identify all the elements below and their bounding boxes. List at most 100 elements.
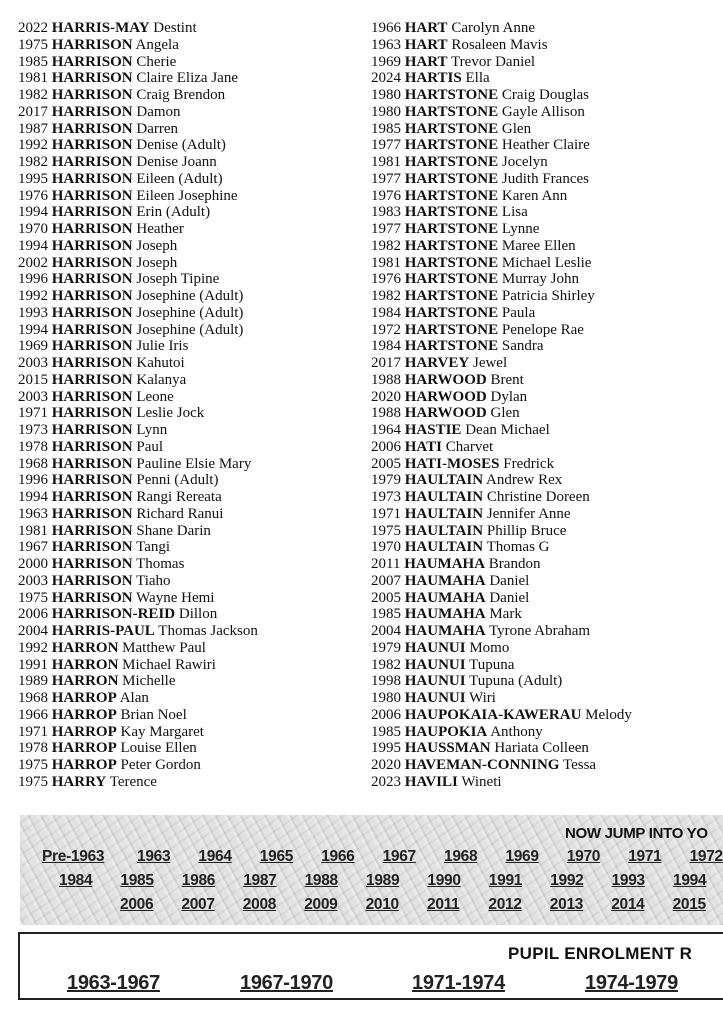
given-names: Jennifer Anne: [486, 505, 571, 522]
surname: HAUMAHA: [404, 606, 486, 623]
name-entry: 1994 HARRISON Erin (Adult): [18, 204, 258, 221]
year-link[interactable]: 2014: [611, 896, 645, 913]
surname: HARRISON: [51, 589, 133, 606]
year-link[interactable]: 1964: [198, 848, 232, 865]
name-entry: 1996 HARRISON Joseph Tipine: [18, 271, 258, 288]
year-link[interactable]: 1989: [366, 872, 400, 889]
given-names: Ella: [465, 70, 490, 87]
year-link[interactable]: 1985: [120, 872, 154, 889]
given-names: Michael Leslie: [501, 254, 592, 271]
year-link[interactable]: 2006: [120, 896, 154, 913]
surname: HAUMAHA: [404, 623, 486, 639]
name-entry: 2002 HARRISON Joseph: [18, 255, 258, 272]
year-link[interactable]: 1991: [488, 872, 523, 889]
year-link[interactable]: 1992: [550, 872, 584, 889]
given-names: Momo: [469, 639, 510, 656]
year-link[interactable]: 1965: [259, 848, 294, 865]
year-link[interactable]: 2012: [488, 896, 522, 913]
given-names: Christine Doreen: [486, 489, 590, 505]
enrol-year: 1983: [371, 204, 401, 221]
year-link[interactable]: 2015: [672, 896, 707, 913]
surname: HARRISON: [51, 271, 133, 288]
enrol-year: 1993: [18, 304, 48, 321]
year-link[interactable]: 1971: [628, 848, 662, 865]
enrol-year: 1987: [18, 120, 48, 137]
surname: HARRIS-MAY: [51, 20, 150, 36]
year-link[interactable]: 2011: [427, 896, 460, 913]
given-names: Jewel: [472, 355, 508, 371]
year-link[interactable]: 2009: [304, 896, 338, 913]
given-names: Alan: [119, 690, 149, 706]
year-link[interactable]: 2013: [549, 896, 584, 913]
name-entry: 2015 HARRISON Kalanya: [18, 372, 258, 389]
period-link[interactable]: 1971-1974: [412, 972, 505, 994]
name-entry: 2003 HARRISON Kahutoi: [18, 355, 258, 372]
year-link[interactable]: 1990: [427, 872, 461, 889]
given-names: Heather Claire: [501, 137, 590, 154]
year-link[interactable]: 1968: [444, 848, 478, 865]
given-names: Michelle: [122, 673, 176, 690]
given-names: Rangi Rereata: [136, 489, 222, 505]
surname: HARTSTONE: [404, 338, 499, 355]
year-link[interactable]: 1984: [59, 872, 93, 889]
enrol-year: 2022: [18, 20, 48, 36]
year-link[interactable]: 1988: [304, 872, 339, 889]
surname: HARTSTONE: [404, 237, 499, 254]
surname: HARWOOD: [404, 371, 487, 388]
enrol-year: 1995: [18, 170, 48, 187]
given-names: Thomas G: [486, 539, 550, 556]
surname: HARRISON: [51, 572, 133, 589]
year-link[interactable]: 1986: [181, 872, 216, 889]
name-entry: 1975 HARRY Terence: [18, 774, 258, 791]
year-link[interactable]: 1970: [566, 848, 601, 865]
year-link[interactable]: 1994: [673, 872, 707, 889]
enrol-year: 1978: [18, 740, 48, 757]
enrol-year: 1963: [18, 505, 48, 522]
period-link[interactable]: 1967-1970: [240, 972, 333, 994]
enrol-year: 2020: [371, 757, 401, 773]
surname: HARVEY: [404, 355, 470, 371]
given-names: Thomas Jackson: [158, 623, 258, 639]
enrol-year: 2004: [18, 623, 48, 639]
period-link[interactable]: 1963-1967: [67, 972, 160, 994]
name-entry: 1985 HAUPOKIA Anthony: [371, 724, 632, 741]
surname: HARROP: [51, 740, 117, 757]
name-entry: 1976 HARRISON Eileen Josephine: [18, 188, 258, 205]
enrol-year: 1969: [18, 338, 48, 355]
year-link[interactable]: 1966: [321, 848, 355, 865]
surname: HARRISON: [51, 321, 133, 338]
year-link[interactable]: 2008: [242, 896, 277, 913]
enrol-year: 2011: [371, 556, 401, 572]
surname: HAUMAHA: [404, 556, 486, 572]
name-entry: 1975 HARRISON Wayne Hemi: [18, 590, 258, 607]
year-link[interactable]: 1967: [382, 848, 417, 865]
enrol-year: 1975: [18, 589, 48, 606]
year-link[interactable]: 1987: [243, 872, 277, 889]
given-names: Craig Brendon: [136, 87, 226, 103]
name-entry: 1981 HARRISON Claire Eliza Jane: [18, 70, 258, 87]
enrol-year: 1977: [371, 170, 401, 187]
given-names: Kay Margaret: [120, 723, 204, 740]
name-entry: 1964 HASTIE Dean Michael: [371, 422, 632, 439]
surname: HAULTAIN: [404, 539, 484, 556]
year-link[interactable]: 2007: [181, 896, 215, 913]
given-names: Melody: [585, 706, 632, 723]
name-entry: 2006 HATI Charvet: [371, 439, 632, 456]
surname: HARRISON: [51, 120, 133, 137]
year-link[interactable]: 1963: [137, 848, 171, 865]
given-names: Wineti: [461, 773, 502, 790]
period-link[interactable]: 1974-1979: [585, 972, 678, 994]
surname: HARTSTONE: [404, 204, 499, 221]
name-entry: 2007 HAUMAHA Daniel: [371, 573, 632, 590]
year-link[interactable]: 1972: [689, 848, 723, 865]
surname: HARTSTONE: [404, 288, 499, 304]
year-link[interactable]: Pre-1963: [42, 848, 105, 865]
year-link[interactable]: 1993: [611, 872, 646, 889]
enrol-year: 2005: [371, 589, 401, 606]
given-names: Anthony: [490, 723, 543, 740]
year-link[interactable]: 1969: [505, 848, 539, 865]
name-entry: 2006 HARRISON-REID Dillon: [18, 606, 258, 623]
given-names: Lynne: [501, 221, 540, 237]
year-link[interactable]: 2010: [365, 896, 400, 913]
surname: HARRISON: [51, 355, 133, 371]
